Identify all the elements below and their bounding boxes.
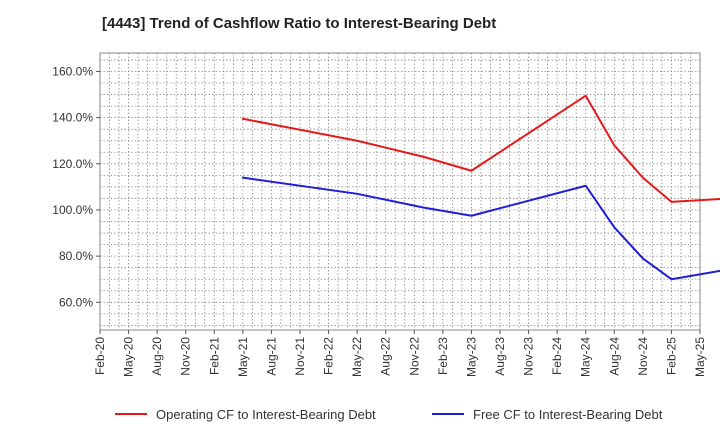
- x-tick-label: May-24: [579, 337, 593, 377]
- y-tick-label: 100.0%: [52, 203, 93, 217]
- series-line-free-cf: [241, 176, 720, 281]
- x-tick-label: Feb-22: [322, 337, 336, 375]
- series-layer: [241, 94, 720, 281]
- x-tick-label: May-21: [236, 337, 250, 377]
- x-tick-label: Aug-21: [264, 337, 278, 376]
- x-tick-label: Feb-23: [436, 337, 450, 375]
- x-tick-label: Nov-23: [522, 337, 536, 376]
- x-tick-label: Aug-22: [379, 337, 393, 376]
- x-tick-label: May-20: [122, 337, 136, 377]
- x-tick-label: Aug-24: [607, 337, 621, 376]
- x-tick-label: Nov-21: [293, 337, 307, 376]
- y-tick-label: 160.0%: [52, 64, 93, 78]
- x-tick-label: Feb-20: [93, 337, 107, 375]
- plot-area: [99, 52, 701, 331]
- legend-label: Operating CF to Interest-Bearing Debt: [156, 407, 376, 422]
- x-tick-label: Feb-24: [550, 337, 564, 375]
- y-tick-label: 140.0%: [52, 111, 93, 125]
- legend: Operating CF to Interest-Bearing Debt Fre…: [115, 407, 663, 422]
- y-tick-label: 120.0%: [52, 157, 93, 171]
- x-tick-label: May-25: [693, 337, 707, 377]
- x-tick-label: Nov-20: [179, 337, 193, 376]
- x-tick-label: Feb-25: [664, 337, 678, 375]
- x-tick-label: Nov-22: [407, 337, 421, 376]
- x-tick-label: Aug-20: [150, 337, 164, 376]
- x-tick-label: Nov-24: [636, 337, 650, 376]
- grid-layer: [100, 53, 700, 330]
- x-axis-ticks: Feb-20 May-20 Aug-20 Nov-20 Feb-21 May-21 Aug-…: [93, 330, 707, 377]
- x-tick-label: May-22: [350, 337, 364, 377]
- x-tick-label: May-23: [464, 337, 478, 377]
- chart-title: [4443] Trend of Cashflow Ratio to Intere…: [102, 15, 497, 32]
- legend-label: Free CF to Interest-Bearing Debt: [473, 407, 663, 422]
- x-tick-label: Aug-23: [493, 337, 507, 376]
- series-line-operating-cf: [241, 94, 720, 203]
- y-axis-ticks: 60.0% 80.0% 100.0% 120.0% 140.0% 160.0%: [52, 64, 100, 309]
- y-tick-label: 80.0%: [59, 249, 93, 263]
- y-tick-label: 60.0%: [59, 295, 93, 309]
- x-tick-label: Feb-21: [207, 337, 221, 375]
